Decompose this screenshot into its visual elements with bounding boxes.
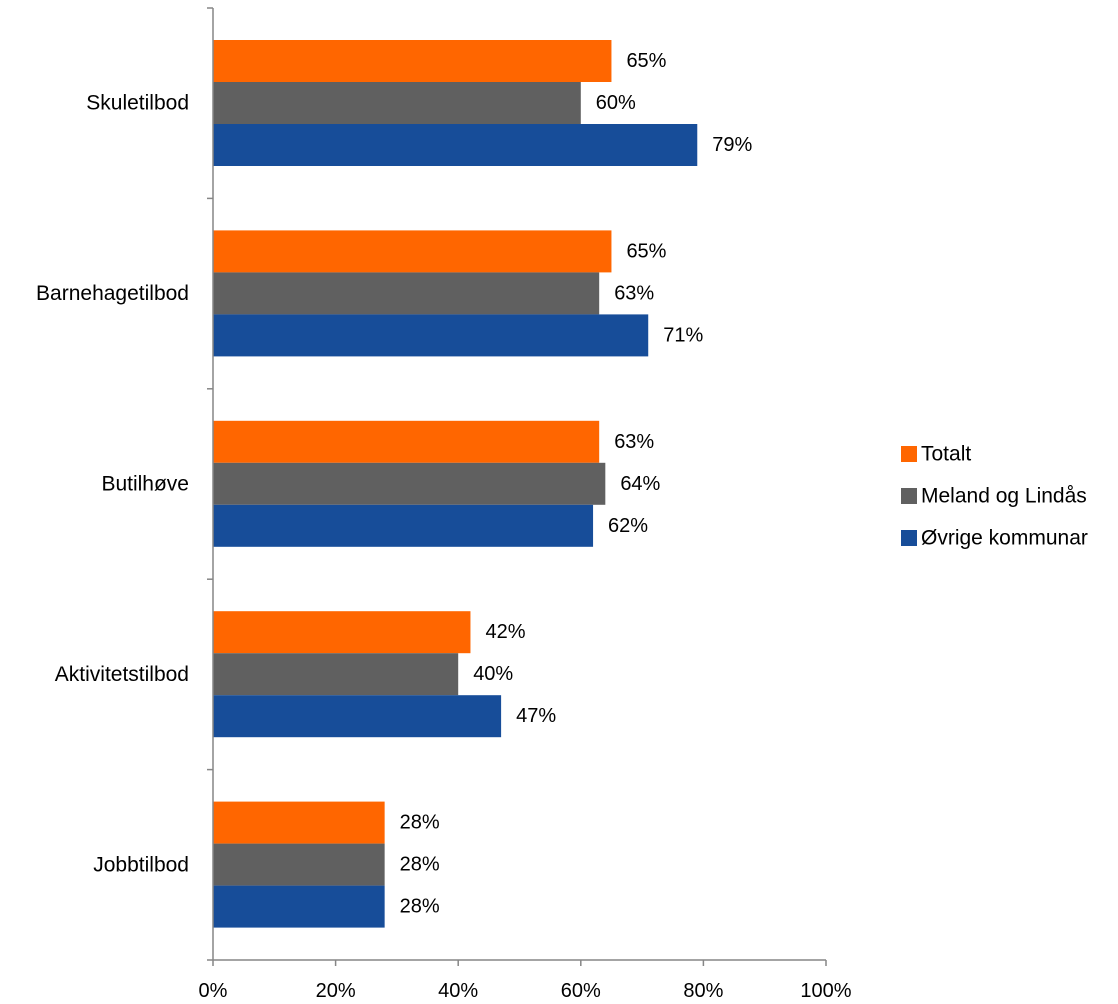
bar (213, 504, 594, 547)
data-label: 79% (712, 134, 752, 156)
data-label: 64% (620, 473, 660, 495)
legend-entry-label: Øvrige kommunar (921, 527, 1088, 550)
bar (213, 272, 600, 315)
x-tick-label: 0% (199, 980, 228, 1002)
legend-swatch (901, 446, 917, 462)
legend-swatch (901, 488, 917, 504)
category-labels-layer: Skuletilbod Barnehagetilbod Butilhøve Aktiv… (36, 92, 189, 877)
x-tick-label: 40% (438, 980, 478, 1002)
data-label: 71% (663, 324, 703, 346)
legend: Totalt Meland og Lindås Øvrige kommunar (901, 443, 1088, 550)
data-label: 28% (400, 812, 440, 834)
category-label: Barnehagetilbod (36, 282, 189, 305)
data-label: 28% (400, 896, 440, 918)
category-label: Skuletilbod (86, 92, 189, 115)
value-labels-layer: 65% 60% 79% 65% 63% 71% 63% 64% 62% 42% 40%47% 28% 2… (400, 50, 753, 918)
category-label: Aktivitetstilbod (55, 663, 189, 686)
data-label: 47% (516, 705, 556, 727)
data-label: 65% (626, 240, 666, 262)
bar (213, 695, 502, 738)
data-label: 65% (626, 50, 666, 72)
x-tick-label: 20% (316, 980, 356, 1002)
bar (213, 462, 606, 505)
data-label: 63% (614, 282, 654, 304)
data-label: 28% (400, 854, 440, 876)
bar (213, 230, 612, 273)
data-label: 40% (473, 663, 513, 685)
bar (213, 885, 385, 928)
ticks-layer: 0% 20% 40% 60% 80% 100% (199, 7, 852, 1002)
legend-entry-label: Meland og Lindås (921, 485, 1087, 508)
bar (213, 40, 612, 82)
bars-layer (213, 40, 698, 928)
bar (213, 420, 600, 463)
category-label: Jobbtilbod (93, 853, 189, 876)
x-tick-label: 100% (800, 980, 851, 1002)
legend-entry-label: Totalt (921, 443, 971, 466)
bar (213, 314, 649, 357)
data-label: 42% (485, 621, 525, 643)
bar (213, 801, 385, 844)
bar (213, 82, 581, 124)
category-label: Butilhøve (101, 473, 189, 496)
bar (213, 653, 459, 696)
legend-swatch (901, 530, 917, 546)
bar (213, 843, 385, 886)
x-tick-label: 60% (561, 980, 601, 1002)
x-tick-label: 80% (683, 980, 723, 1002)
data-label: 63% (614, 431, 654, 453)
bar (213, 611, 471, 654)
bar (213, 124, 698, 166)
data-label: 62% (608, 515, 648, 537)
data-label: 60% (596, 92, 636, 114)
